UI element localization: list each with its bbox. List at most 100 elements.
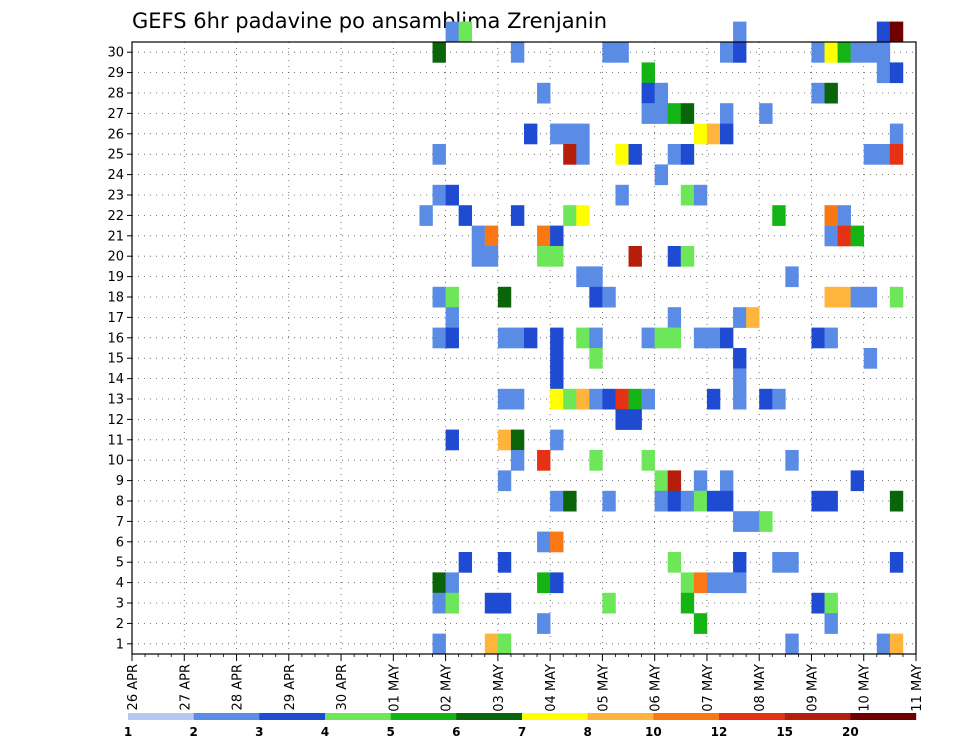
heat-cell [550,490,564,512]
heat-cell [824,613,838,634]
heat-cell [445,592,459,614]
heat-cell [837,286,851,308]
heat-cell [497,388,512,410]
heat-cell [824,82,838,104]
heat-cell [811,82,825,104]
heat-cell [537,531,551,553]
heat-cell [785,266,799,288]
heat-cell [667,552,682,573]
heat-cell [445,327,459,349]
colorbar-swatch [719,713,785,720]
heat-cell [667,307,682,328]
heat-cell [641,327,655,349]
heat-cell [785,450,799,471]
heat-cell [628,388,642,410]
y-tick-label: 16 [107,331,124,346]
y-tick-label: 5 [116,556,124,571]
heat-cell [654,327,669,349]
heat-cell [824,490,838,512]
heat-cell [510,42,525,63]
heat-cell [889,62,904,84]
y-tick-label: 29 [107,66,124,81]
heat-cell [772,388,786,410]
heat-cell [628,144,642,165]
heat-cell [445,429,459,451]
heat-cell [667,490,682,512]
heat-cell [550,388,564,410]
heat-cell [733,572,747,594]
heat-cell [733,307,747,328]
heat-cell [680,103,695,124]
heat-cell [432,572,446,594]
heat-cell [602,286,616,308]
heat-cell [589,450,603,471]
y-tick-label: 15 [107,352,124,367]
heat-cell [863,144,878,165]
heat-cell [680,490,695,512]
heat-cell [889,123,904,145]
y-tick-label: 17 [107,311,124,326]
colorbar-label: 3 [255,725,263,739]
heat-cell [563,205,577,226]
heat-cell [693,470,708,492]
heat-cell [837,205,851,226]
heat-cell [654,103,669,124]
heat-cell [850,470,865,492]
heat-cell [889,21,904,43]
heat-cell [589,266,603,288]
heat-cell [615,388,629,410]
x-tick-label: 27 APR [178,664,193,710]
heat-cell [654,164,669,186]
heat-cell [563,144,577,165]
heat-cell [811,327,825,349]
heat-cell [680,572,695,594]
heat-cell [811,592,825,614]
heat-cell [589,388,603,410]
heat-cell [654,490,669,512]
heat-cell [484,633,499,655]
colorbar-swatch [587,713,654,720]
heat-cell [602,388,616,410]
x-tick-label: 30 APR [335,664,350,710]
heat-cell [759,511,773,532]
heat-cell [850,286,865,308]
heat-cell [785,552,799,573]
heat-cell [615,42,629,63]
x-tick-label: 06 MAY [649,664,664,712]
heat-cell [563,123,577,145]
heat-cell [432,286,446,308]
heat-cell [445,286,459,308]
heat-cell [471,225,486,247]
y-tick-label: 3 [116,597,124,612]
heat-cell [759,103,773,124]
heat-cell [824,42,838,63]
heat-cell [824,327,838,349]
y-tick-label: 4 [116,576,124,591]
heat-cell [706,327,721,349]
heat-cell [824,205,838,226]
y-tick-label: 19 [107,270,124,285]
heat-cell [550,327,564,349]
y-tick-label: 27 [107,107,124,122]
heat-cell [432,633,446,655]
heat-cell [497,286,512,308]
heat-cell [693,490,708,512]
chart-title: GEFS 6hr padavine po ansamblima Zrenjani… [132,9,607,33]
heat-cell [680,592,695,614]
y-tick-label: 11 [107,433,124,448]
heat-cell [524,123,538,145]
x-tick-label: 02 MAY [440,664,455,712]
y-tick-label: 21 [107,229,124,244]
heat-cell [432,592,446,614]
heat-cell [484,592,499,614]
heat-cell [811,42,825,63]
heat-cell [445,184,459,206]
heat-cell [654,82,669,104]
heat-cell [458,205,473,226]
heat-cell [576,327,590,349]
x-tick-label: 29 APR [283,664,298,710]
heat-cell [602,490,616,512]
colorbar-swatch [128,713,194,720]
y-tick-label: 25 [107,148,124,163]
y-tick-label: 13 [107,393,124,408]
